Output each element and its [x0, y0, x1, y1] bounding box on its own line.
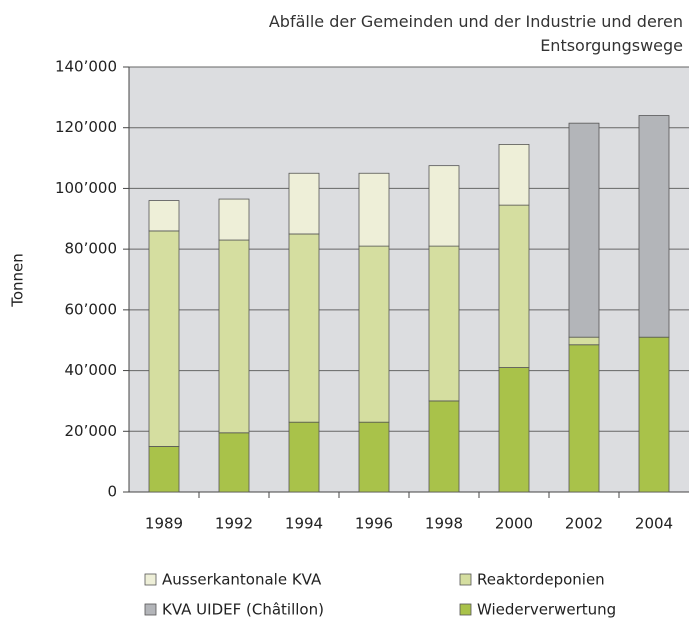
y-tick-label: 0 — [107, 483, 117, 501]
legend-label: Ausserkantonale KVA — [162, 571, 322, 589]
bar-segment — [218, 239, 250, 434]
bar-segment — [358, 172, 390, 247]
bar-segment — [288, 172, 320, 235]
x-tick-label: 1996 — [355, 515, 393, 533]
x-tick-label: 2000 — [495, 515, 533, 533]
legend-swatch — [144, 603, 157, 616]
x-tick-label: 2002 — [565, 515, 603, 533]
legend-label: Reaktordeponien — [477, 571, 605, 589]
bar-segment — [358, 245, 390, 423]
y-axis-label: Tonnen — [9, 253, 27, 308]
bar-segment — [498, 144, 530, 206]
legend-label: KVA UIDEF (Châtillon) — [162, 601, 324, 619]
legend-swatch — [459, 603, 472, 616]
chart-title: Abfälle der Gemeinden und der Industrie … — [268, 12, 683, 55]
legend-swatch — [459, 573, 472, 586]
bar-segment — [148, 446, 180, 493]
bar-segment — [428, 400, 460, 493]
bar-segment — [498, 367, 530, 493]
y-tick-label: 20’000 — [65, 422, 118, 440]
bar-segment — [498, 204, 530, 368]
plot-background — [129, 67, 689, 492]
bar-segment — [148, 200, 180, 232]
x-tick-label: 1998 — [425, 515, 463, 533]
y-tick-label: 100’000 — [55, 179, 117, 197]
legend-label: Wiederverwertung — [477, 601, 616, 619]
y-tick-label: 60’000 — [65, 300, 118, 318]
bar-segment — [568, 336, 600, 346]
bar-segment — [218, 432, 250, 493]
y-tick-label: 120’000 — [55, 118, 117, 136]
bar-segment — [218, 198, 250, 241]
y-tick-label: 40’000 — [65, 361, 118, 379]
x-tick-label: 1989 — [145, 515, 183, 533]
bar-segment — [638, 115, 670, 338]
x-tick-label: 1994 — [285, 515, 323, 533]
bar-segment — [148, 230, 180, 447]
x-tick-label: 1992 — [215, 515, 253, 533]
bar-segment — [568, 122, 600, 338]
bar-segment — [638, 336, 670, 493]
bar-segment — [428, 245, 460, 402]
bar-segment — [428, 165, 460, 247]
bar-segment — [568, 344, 600, 493]
x-tick-label: 2004 — [635, 515, 673, 533]
bar-segment — [358, 421, 390, 493]
bar-segment — [288, 421, 320, 493]
y-tick-label: 140’000 — [55, 58, 117, 76]
bar-segment — [288, 233, 320, 423]
y-tick-label: 80’000 — [65, 240, 118, 258]
legend-swatch — [144, 573, 157, 586]
